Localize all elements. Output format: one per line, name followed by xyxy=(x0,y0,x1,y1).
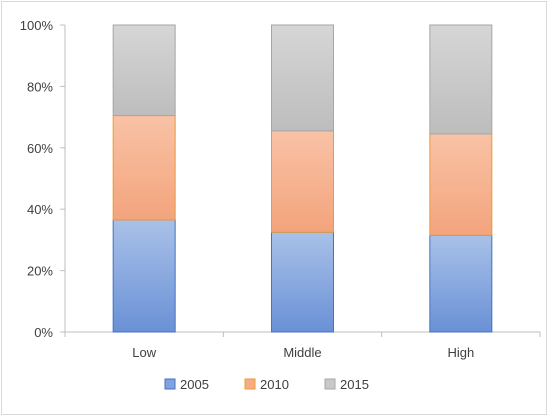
bar-2005-low xyxy=(112,219,176,333)
bars xyxy=(112,24,493,333)
y-tick-label: 80% xyxy=(27,79,53,94)
bar-2005-high xyxy=(429,234,493,333)
legend: 2005 2010 2015 xyxy=(164,377,369,392)
y-tick-label: 60% xyxy=(27,141,53,156)
bar-2010-low xyxy=(112,115,176,221)
bar-2015-middle xyxy=(271,24,334,132)
x-category-label: Middle xyxy=(283,345,321,360)
legend-label: 2010 xyxy=(260,377,289,392)
legend-label: 2005 xyxy=(180,377,209,392)
y-tick-label: 100% xyxy=(20,18,54,33)
y-tick-label: 20% xyxy=(27,264,53,279)
x-category-label: Low xyxy=(132,345,156,360)
legend-swatch xyxy=(244,378,256,390)
y-tick-label: 40% xyxy=(27,202,53,217)
legend-label: 2015 xyxy=(340,377,369,392)
x-category-label: High xyxy=(447,345,474,360)
bar-2015-high xyxy=(429,24,493,135)
legend-swatch xyxy=(324,378,336,390)
bar-2015-low xyxy=(112,24,176,117)
bar-2010-high xyxy=(429,133,493,236)
y-tick-label: 0% xyxy=(34,325,53,340)
legend-swatch xyxy=(164,378,176,390)
bar-2005-middle xyxy=(271,231,334,333)
bar-2010-middle xyxy=(271,130,334,233)
labels: 0% 20% 40% 60% 80% 100% Low Middle High xyxy=(20,18,474,360)
